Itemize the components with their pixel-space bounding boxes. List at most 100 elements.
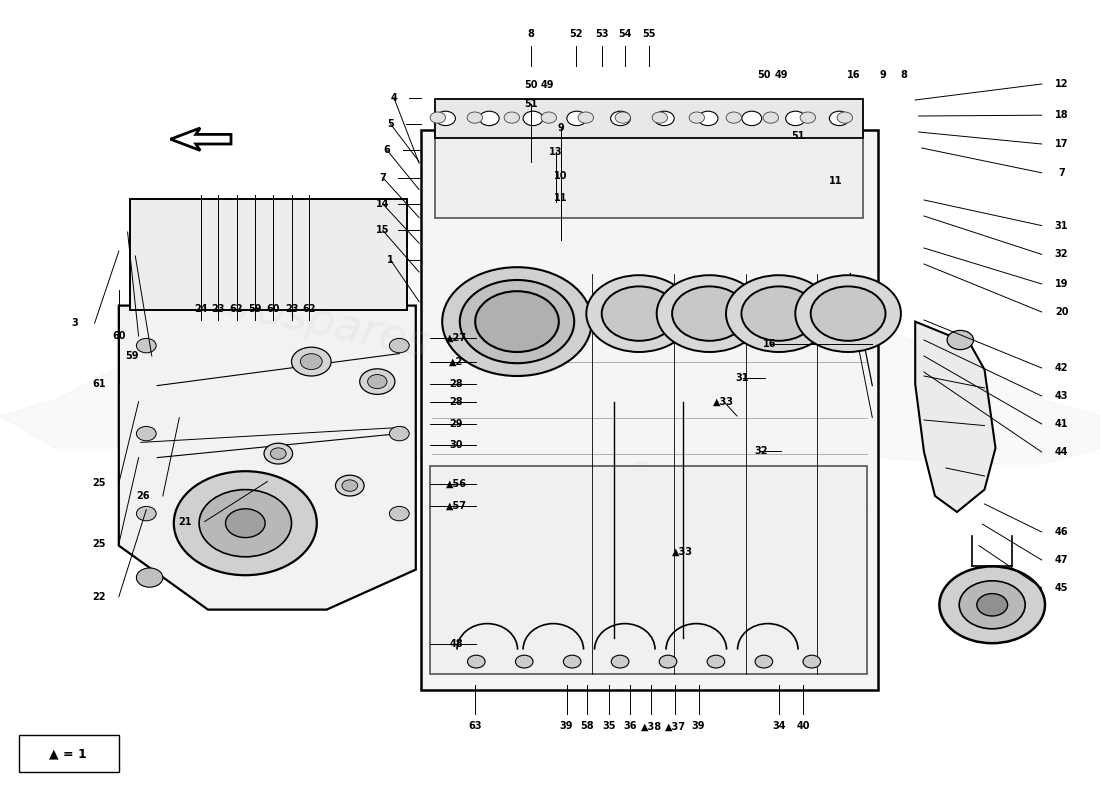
Circle shape	[300, 354, 322, 370]
Text: 39: 39	[560, 722, 573, 731]
FancyBboxPatch shape	[421, 130, 878, 690]
Text: 54: 54	[618, 29, 631, 38]
Text: 26: 26	[136, 491, 150, 501]
Text: ▲27: ▲27	[446, 333, 468, 342]
Text: 62: 62	[302, 304, 316, 314]
Text: 22: 22	[92, 592, 106, 602]
Text: ▲37: ▲37	[664, 722, 686, 731]
Text: 55: 55	[642, 29, 656, 38]
Text: 59: 59	[249, 304, 262, 314]
Text: 41: 41	[1055, 419, 1068, 429]
Text: 25: 25	[92, 478, 106, 488]
Text: 5: 5	[387, 119, 394, 129]
Text: 60: 60	[266, 304, 279, 314]
Text: 9: 9	[558, 123, 564, 133]
Text: 42: 42	[1055, 363, 1068, 373]
Text: 32: 32	[755, 446, 768, 456]
Polygon shape	[119, 306, 416, 610]
Circle shape	[389, 426, 409, 441]
Text: 36: 36	[624, 722, 637, 731]
Text: 28: 28	[450, 379, 463, 389]
Text: 30: 30	[450, 440, 463, 450]
Text: 21: 21	[178, 517, 191, 526]
Circle shape	[689, 112, 704, 123]
Text: ▲ = 1: ▲ = 1	[50, 747, 87, 760]
Text: 4: 4	[390, 93, 397, 102]
Text: 32: 32	[1055, 250, 1068, 259]
Circle shape	[959, 581, 1025, 629]
Text: 16: 16	[763, 339, 777, 349]
Text: 3: 3	[72, 318, 78, 328]
Text: 45: 45	[1055, 583, 1068, 593]
Circle shape	[803, 655, 821, 668]
Circle shape	[977, 594, 1008, 616]
Circle shape	[800, 112, 815, 123]
Text: 34: 34	[772, 722, 785, 731]
Text: eurospares: eurospares	[182, 273, 434, 367]
Circle shape	[726, 275, 832, 352]
Text: 43: 43	[1055, 391, 1068, 401]
Text: 50: 50	[525, 80, 538, 90]
Circle shape	[480, 111, 499, 126]
Text: 6: 6	[384, 146, 390, 155]
Circle shape	[174, 471, 317, 575]
Circle shape	[755, 655, 772, 668]
Circle shape	[136, 338, 156, 353]
Text: 44: 44	[1055, 447, 1068, 457]
Circle shape	[659, 655, 676, 668]
Text: 14: 14	[376, 199, 389, 209]
Polygon shape	[0, 256, 1100, 464]
Circle shape	[563, 655, 581, 668]
Text: 47: 47	[1055, 555, 1068, 565]
Text: 49: 49	[541, 80, 554, 90]
Text: 52: 52	[570, 29, 583, 38]
Circle shape	[811, 286, 886, 341]
Circle shape	[460, 280, 574, 363]
Text: ▲38: ▲38	[640, 722, 662, 731]
Circle shape	[468, 112, 483, 123]
Circle shape	[442, 267, 592, 376]
Text: 16: 16	[847, 70, 860, 80]
Text: 24: 24	[195, 304, 208, 314]
Text: 7: 7	[1058, 168, 1065, 178]
Text: 51: 51	[525, 99, 538, 109]
Text: 60: 60	[112, 331, 125, 341]
Circle shape	[829, 111, 849, 126]
Circle shape	[336, 475, 364, 496]
Circle shape	[292, 347, 331, 376]
Circle shape	[436, 111, 455, 126]
Text: 35: 35	[603, 722, 616, 731]
Text: 7: 7	[379, 173, 386, 182]
Circle shape	[566, 111, 586, 126]
Circle shape	[367, 374, 387, 389]
Circle shape	[698, 111, 718, 126]
Circle shape	[389, 506, 409, 521]
Text: 23: 23	[211, 304, 224, 314]
Text: 9: 9	[880, 70, 887, 80]
Circle shape	[654, 111, 674, 126]
Circle shape	[430, 112, 446, 123]
FancyBboxPatch shape	[19, 735, 119, 772]
Text: 8: 8	[528, 29, 535, 38]
Circle shape	[516, 655, 534, 668]
Polygon shape	[915, 322, 996, 512]
Text: 12: 12	[1055, 79, 1068, 89]
Circle shape	[657, 275, 762, 352]
Circle shape	[342, 480, 358, 491]
Text: 51: 51	[791, 131, 804, 141]
Text: 31: 31	[1055, 221, 1068, 230]
Text: 13: 13	[549, 147, 562, 157]
Circle shape	[602, 286, 676, 341]
FancyBboxPatch shape	[130, 199, 407, 310]
Text: 63: 63	[469, 722, 482, 731]
Circle shape	[939, 566, 1045, 643]
Circle shape	[226, 509, 265, 538]
Circle shape	[586, 275, 692, 352]
Text: ▲33: ▲33	[671, 547, 693, 557]
Circle shape	[610, 111, 630, 126]
Text: 31: 31	[736, 373, 749, 382]
Circle shape	[785, 111, 805, 126]
Circle shape	[360, 369, 395, 394]
Text: 19: 19	[1055, 279, 1068, 289]
Text: 49: 49	[774, 70, 788, 80]
